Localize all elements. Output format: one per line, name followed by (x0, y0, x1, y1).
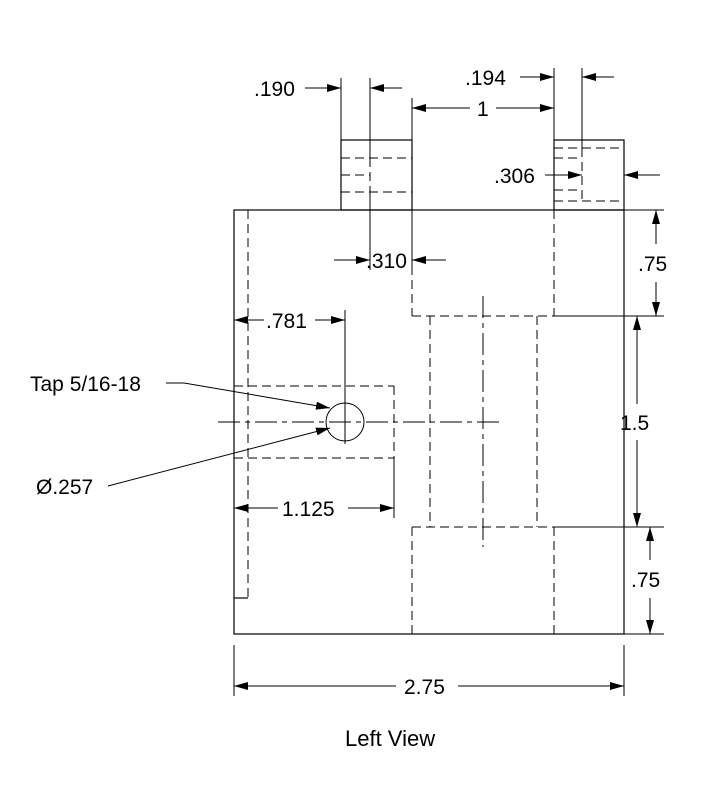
extension-lines (233, 68, 664, 696)
left-top-boss (340, 139, 413, 211)
hidden-lines (234, 147, 624, 634)
note-tap: Tap 5/16-18 (30, 373, 141, 396)
dimension-lines (234, 73, 660, 690)
dim-781: .781 (266, 310, 307, 333)
dim-190: .190 (254, 78, 295, 101)
dim-194: .194 (465, 67, 506, 90)
note-diameter: Ø.257 (36, 476, 93, 499)
dim-75-bottom: .75 (631, 569, 660, 592)
dimension-text: .190 .194 1 .306 .310 .75 .781 1.5 1.125… (0, 67, 667, 751)
dim-1: 1 (477, 98, 489, 121)
body-outline (233, 139, 625, 635)
dim-1-5: 1.5 (620, 412, 649, 435)
dim-306: .306 (494, 165, 535, 188)
view-caption: Left View (345, 726, 435, 751)
edge-mark: ) (0, 200, 1, 223)
dim-2-75: 2.75 (404, 676, 445, 699)
tapped-hole-circle (325, 402, 365, 442)
center-lines (218, 296, 500, 547)
dim-1-125: 1.125 (282, 498, 335, 521)
dim-310: .310 (366, 250, 407, 273)
dim-75-top: .75 (638, 253, 667, 276)
leaders (107, 382, 331, 487)
